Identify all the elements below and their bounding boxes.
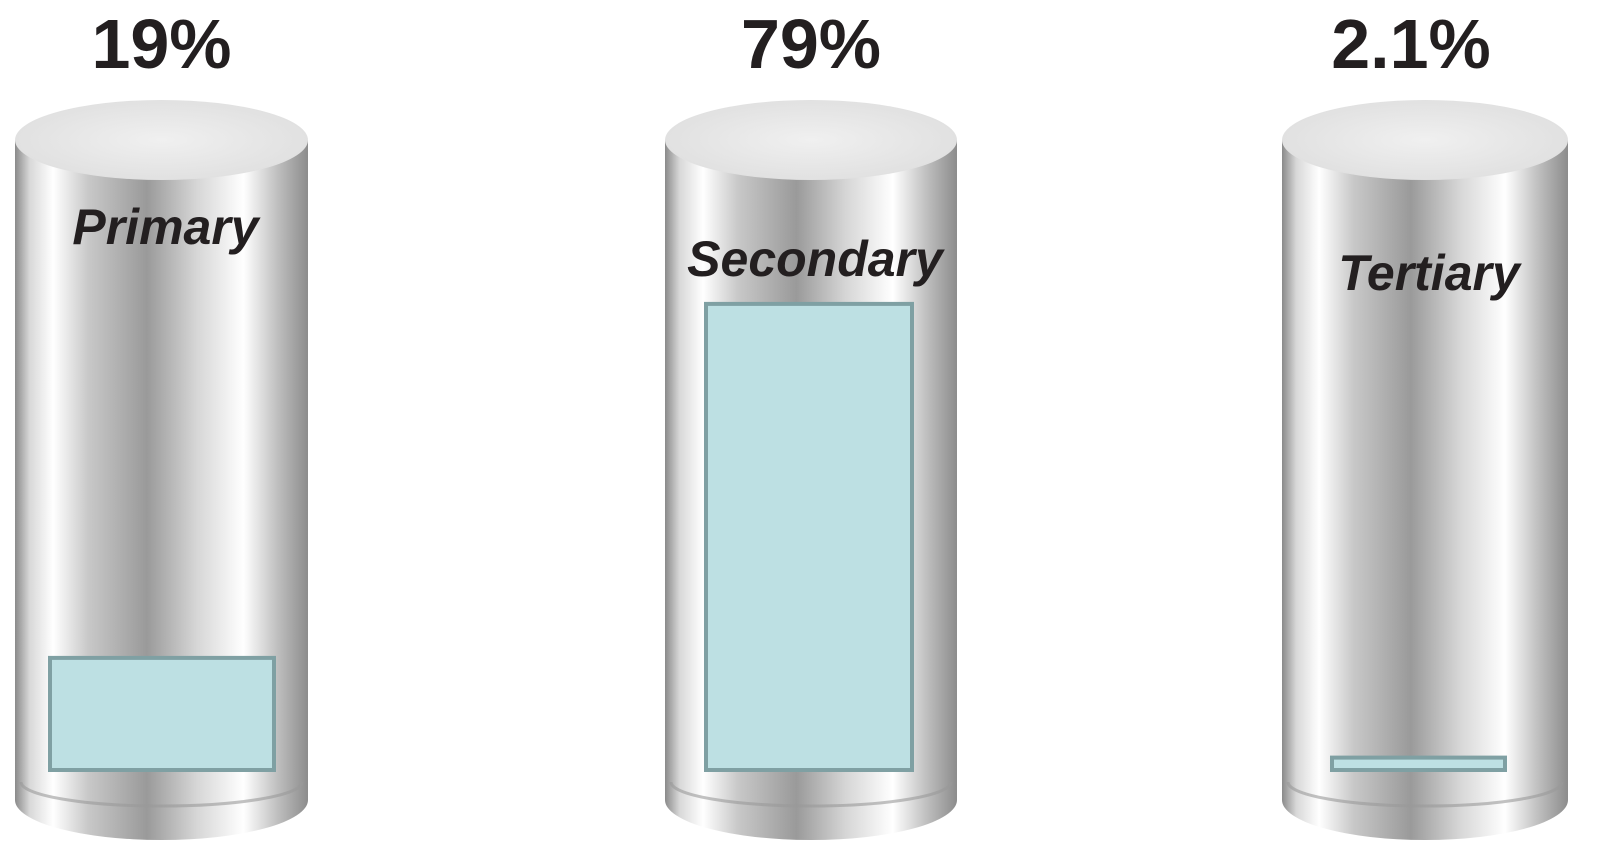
cylinder: Tertiary 2.1%	[1282, 5, 1568, 840]
cylinder-top	[15, 100, 308, 180]
value-label: 19%	[91, 5, 231, 83]
cylinder: Secondary 79%	[665, 5, 957, 840]
fill-bar	[704, 301, 914, 772]
cylinder: Primary 19%	[15, 5, 308, 840]
cylinder-base-ring	[19, 781, 304, 808]
category-label: Secondary	[687, 231, 945, 287]
cylinder-base-ring	[1286, 781, 1564, 808]
category-label: Tertiary	[1338, 245, 1522, 301]
fill-bar	[48, 655, 276, 773]
value-label: 2.1%	[1331, 5, 1491, 83]
fill-bar	[1330, 755, 1507, 772]
cylinder-base-ring	[669, 781, 953, 808]
cylinder-body	[1282, 140, 1568, 840]
cylinder-top	[665, 100, 957, 180]
cylinder-top	[1282, 100, 1568, 180]
plot: Primary 19% Secondary 79% Tertiary 2.1%	[15, 5, 1568, 840]
value-label: 79%	[741, 5, 881, 83]
category-label: Primary	[72, 199, 260, 255]
